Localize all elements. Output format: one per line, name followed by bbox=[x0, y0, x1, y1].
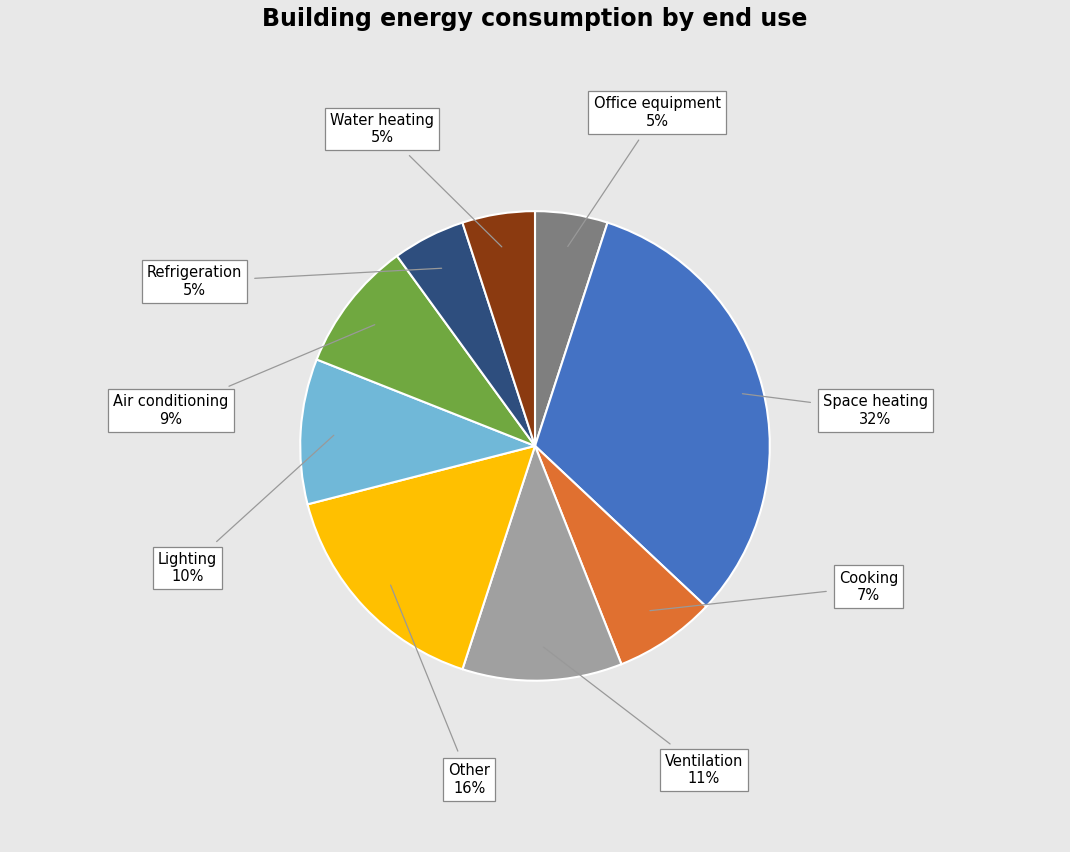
Text: Other
16%: Other 16% bbox=[391, 585, 490, 796]
Wedge shape bbox=[535, 446, 706, 665]
Text: Office equipment
5%: Office equipment 5% bbox=[568, 96, 720, 246]
Wedge shape bbox=[535, 222, 769, 607]
Text: Water heating
5%: Water heating 5% bbox=[331, 112, 502, 247]
Title: Building energy consumption by end use: Building energy consumption by end use bbox=[262, 7, 808, 31]
Text: Refrigeration
5%: Refrigeration 5% bbox=[147, 265, 442, 297]
Wedge shape bbox=[301, 360, 535, 504]
Wedge shape bbox=[535, 211, 608, 446]
Wedge shape bbox=[397, 222, 535, 446]
Wedge shape bbox=[462, 211, 535, 446]
Wedge shape bbox=[317, 256, 535, 446]
Text: Space heating
32%: Space heating 32% bbox=[743, 394, 928, 427]
Text: Lighting
10%: Lighting 10% bbox=[158, 435, 334, 584]
Wedge shape bbox=[462, 446, 622, 681]
Wedge shape bbox=[307, 446, 535, 669]
Text: Ventilation
11%: Ventilation 11% bbox=[544, 647, 744, 786]
Text: Air conditioning
9%: Air conditioning 9% bbox=[113, 325, 374, 427]
Text: Cooking
7%: Cooking 7% bbox=[649, 571, 898, 611]
